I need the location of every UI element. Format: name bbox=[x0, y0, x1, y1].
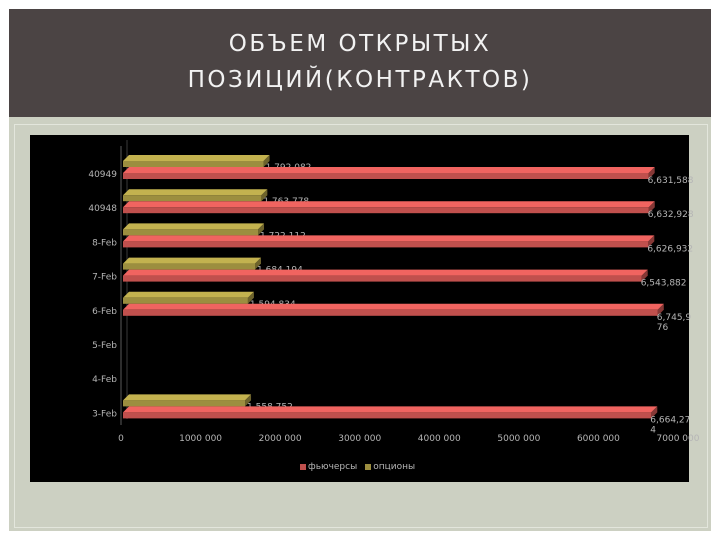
title-band bbox=[9, 9, 711, 117]
bar-options bbox=[123, 161, 264, 167]
legend-item-futures: фьючерсы bbox=[300, 462, 357, 472]
bar-futures-top bbox=[123, 406, 658, 413]
x-tick-label: 1000 000 bbox=[179, 434, 222, 444]
bar-futures-top bbox=[123, 201, 655, 208]
bar-options-top bbox=[123, 223, 265, 230]
slide-title: ОБЪЕМ ОТКРЫТЫХ ПОЗИЦИЙ(КОНТРАКТОВ) bbox=[9, 26, 711, 98]
bar-options bbox=[123, 229, 259, 236]
legend-swatch-futures bbox=[300, 464, 306, 470]
data-label-futures: 76 bbox=[657, 323, 669, 333]
bar-futures-side bbox=[648, 167, 655, 179]
bar-options bbox=[123, 297, 248, 304]
category-label: 7-Feb bbox=[92, 273, 117, 283]
category-label: 3-Feb bbox=[92, 409, 117, 419]
bar-options-top bbox=[123, 291, 254, 298]
category-label: 40949 bbox=[88, 170, 117, 180]
bar-options-side bbox=[247, 291, 254, 304]
x-tick-label: 6000 000 bbox=[577, 434, 620, 444]
bar-futures bbox=[123, 412, 652, 419]
x-tick-label: 2000 000 bbox=[259, 434, 302, 444]
slide-title-line-2: ПОЗИЦИЙ(КОНТРАКТОВ) bbox=[187, 67, 533, 93]
data-label-futures: 6,664,27 bbox=[650, 415, 690, 425]
legend-item-options: опционы bbox=[365, 462, 415, 472]
bar-options-top bbox=[123, 189, 268, 196]
category-label: 4-Feb bbox=[92, 375, 117, 385]
bar-futures-top bbox=[123, 167, 655, 173]
bar-options-top bbox=[123, 394, 252, 401]
category-label: 40948 bbox=[88, 204, 117, 214]
data-label-futures: 6,745,9 bbox=[657, 313, 692, 323]
bar-futures-side bbox=[641, 269, 648, 282]
bar-futures bbox=[123, 275, 642, 282]
data-label-futures: 6,626,932 bbox=[647, 244, 693, 254]
x-tick-label: 3000 000 bbox=[338, 434, 381, 444]
bar-options bbox=[123, 263, 256, 270]
x-tick-label: 0 bbox=[118, 434, 124, 444]
data-label-futures: 4 bbox=[650, 425, 656, 435]
bar-options-side bbox=[255, 257, 262, 270]
data-label-futures: 6,543,882 bbox=[641, 279, 687, 289]
category-label: 5-Feb bbox=[92, 341, 117, 351]
category-label: 8-Feb bbox=[92, 238, 117, 248]
bar-futures-top bbox=[123, 269, 648, 276]
bar-options bbox=[123, 195, 262, 202]
slide-title-line-1: ОБЪЕМ ОТКРЫТЫХ bbox=[228, 31, 492, 57]
bar-futures-side bbox=[648, 201, 655, 214]
bar-futures-top bbox=[123, 303, 664, 310]
legend-swatch-options bbox=[365, 464, 372, 470]
bar-options-side bbox=[263, 155, 270, 167]
category-label: 6-Feb bbox=[92, 307, 117, 317]
bar-options-side bbox=[258, 223, 265, 236]
bar-futures-side bbox=[657, 303, 664, 316]
bar-options-top bbox=[123, 155, 270, 161]
bar-options-side bbox=[245, 394, 252, 407]
legend-label-futures: фьючерсы bbox=[308, 462, 358, 472]
data-label-futures: 6,631,588 bbox=[648, 176, 694, 186]
legend-label-options: опционы bbox=[373, 462, 416, 472]
bar-options-top bbox=[123, 257, 262, 264]
bar-futures-top bbox=[123, 235, 655, 242]
bar-options bbox=[123, 400, 246, 407]
bar-futures bbox=[123, 309, 658, 316]
bar-futures-side bbox=[651, 406, 658, 419]
bar-futures bbox=[123, 241, 649, 248]
data-label-futures: 6,632,928 bbox=[648, 210, 694, 220]
bar-futures bbox=[123, 173, 649, 179]
bar-futures bbox=[123, 207, 649, 214]
bar-options-side bbox=[261, 189, 268, 202]
x-tick-label: 5000 000 bbox=[497, 434, 540, 444]
x-tick-label: 7000 000 bbox=[657, 434, 700, 444]
bar-futures-side bbox=[648, 235, 655, 248]
chart-legend: фьючерсы опционы bbox=[300, 460, 415, 474]
x-tick-label: 4000 000 bbox=[418, 434, 461, 444]
